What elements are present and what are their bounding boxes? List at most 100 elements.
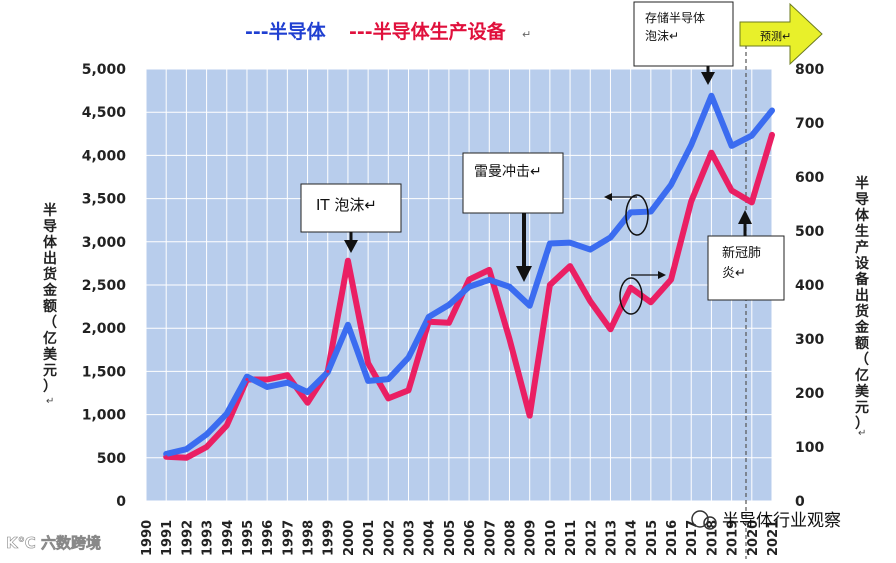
x-tick-label: 2014 [625,520,640,556]
y-right-tick-label: 100 [795,440,824,456]
x-tick-label: 2009 [524,520,539,556]
x-tick-label: 2015 [645,520,660,556]
arrow-left-icon [604,193,612,201]
data-point-semiconductor [507,285,511,289]
data-point-equipment [205,445,209,449]
annotation-covid-text: 新冠肺炎↵ [722,245,761,281]
data-point-semiconductor [568,241,572,245]
forecast-arrow: 预测↵ [739,2,823,66]
data-point-equipment [184,456,188,460]
title-return-mark: ↵ [522,28,531,41]
y-axis-label-left-mark: ↵ [46,396,54,407]
data-point-equipment [548,283,552,287]
data-point-semiconductor [649,210,653,214]
x-tick-labels: 1990 1991 1992 1993 1994 1995 1996 1997 1998 1999… [140,520,781,556]
data-point-semiconductor [770,108,774,112]
x-tick-label: 2004 [423,520,438,556]
y-left-tick-label: 0 [116,494,126,510]
data-point-equipment [649,300,653,304]
y-right-tick-label: 700 [795,116,824,132]
x-tick-label: 1991 [160,520,175,556]
x-tick-label: 2006 [463,520,478,556]
data-point-equipment [730,189,734,192]
data-point-equipment [507,337,511,341]
y-left-tick-label: 5,000 [82,62,127,78]
x-tick-label: 1998 [302,520,317,556]
data-point-semiconductor [487,278,491,282]
data-point-semiconductor [730,144,734,148]
data-point-semiconductor [205,432,209,436]
svg-text:半导体行业观察: 半导体行业观察 [722,511,841,531]
axis-label-char: 亿 [43,330,57,347]
data-point-semiconductor [366,379,370,383]
data-point-equipment [225,423,229,427]
forecast-label: 预测↵ [760,30,791,43]
axis-label-char: 额 [43,298,57,315]
axis-label-char: 金 [854,319,870,336]
data-point-semiconductor [407,356,411,360]
y-right-tick-labels: 0 100 200 300 400 500 600 700 800 [795,62,824,510]
x-tick-label: 2016 [665,520,680,556]
y-right-tick-label: 800 [795,62,824,78]
data-point-semiconductor [689,143,693,147]
y-right-tick-label: 400 [795,278,824,294]
x-tick-label: 2012 [584,520,599,556]
data-point-semiconductor [184,447,188,451]
data-point-equipment [588,299,592,303]
annotation-it-bubble-text: IT 泡沫↵ [316,196,377,214]
y-right-tick-label: 300 [795,332,824,348]
data-point-semiconductor [608,235,612,239]
data-point-equipment [568,264,572,268]
axis-label-char: ） [855,416,869,432]
y-left-tick-label: 3,000 [82,235,127,251]
annotation-memory-text: 存储半导体泡沫↵ [645,10,705,43]
data-point-semiconductor [548,242,552,246]
annotation-lehman-shock: 雷曼冲击↵ [462,152,564,282]
data-point-semiconductor [386,377,390,381]
y-right-tick-label: 500 [795,224,824,240]
x-tick-label: 2007 [483,520,498,556]
data-point-equipment [487,268,491,272]
data-point-equipment [326,369,330,373]
x-tick-label: 2002 [382,520,397,556]
axis-label-char: 元 [855,400,869,416]
axis-label-char: （ [855,352,869,368]
arrow-down-icon [701,72,715,85]
right-axis-indicator [619,271,666,315]
data-point-equipment [407,388,411,392]
x-tick-label: 1995 [241,520,256,556]
data-point-equipment [427,320,431,324]
axis-label-char: 金 [42,282,58,299]
data-point-semiconductor [528,304,532,308]
x-tick-label: 1994 [221,520,236,556]
axis-label-char: 半 [43,202,57,219]
axis-label-char: 货 [42,266,57,283]
x-tick-label: 2000 [342,520,357,556]
x-tick-label: 2013 [604,520,619,556]
annotation-covid: 新冠肺炎↵ [707,210,785,301]
data-point-semiconductor [467,285,471,289]
data-point-semiconductor [245,375,249,379]
x-tick-label: 2010 [544,520,559,556]
arrow-right-icon [658,271,666,279]
x-tick-label: 2001 [362,520,377,556]
grid-lines [145,68,773,502]
wechat-icon [691,510,709,528]
annotation-lehman-text: 雷曼冲击↵ [474,164,542,180]
annotation-memory-bubble: 存储半导体泡沫↵ [633,1,734,85]
x-tick-label: 2019 [726,520,741,556]
y-left-tick-label: 4,000 [82,148,127,164]
data-point-semiconductor [306,390,310,394]
left-axis-indicator [604,193,649,236]
x-tick-label: 2021 [766,520,781,556]
axis-label-char: 半 [855,175,869,192]
data-point-equipment [386,396,390,400]
data-point-semiconductor [588,248,592,252]
data-point-equipment [245,378,249,381]
watermark-left: K℃ 六数跨境 [6,534,101,552]
axis-label-char: 导 [43,219,57,235]
data-point-semiconductor [164,452,168,456]
